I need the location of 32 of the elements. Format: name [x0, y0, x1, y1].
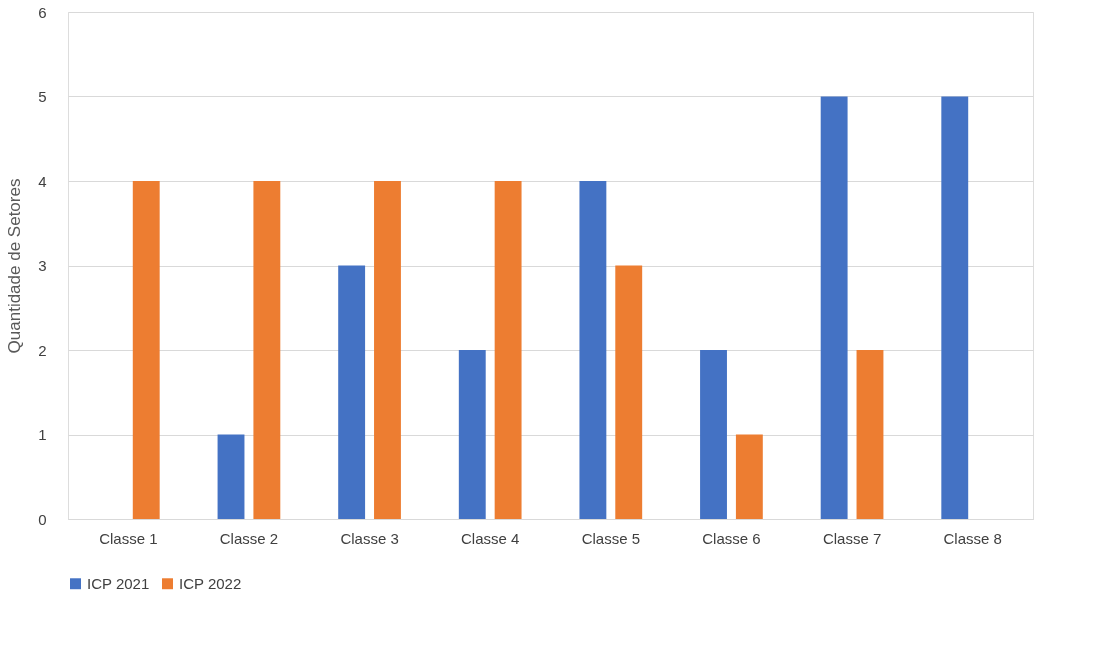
x-tick-label: Classe 8 — [943, 529, 1002, 547]
y-tick-label: 2 — [38, 341, 47, 359]
bar — [458, 350, 486, 519]
bar — [941, 96, 969, 519]
y-tick-label: 1 — [38, 426, 47, 443]
y-tick-label: 3 — [38, 257, 47, 274]
bar — [217, 434, 245, 519]
bar — [700, 350, 727, 519]
y-tick-label: 0 — [38, 510, 47, 528]
bar — [820, 96, 848, 519]
y-tick-label: 6 — [38, 3, 47, 21]
bar — [494, 181, 522, 519]
x-tick-label: Classe 2 — [219, 529, 279, 547]
bar — [132, 181, 160, 519]
x-tick-label: Classe 5 — [581, 529, 640, 547]
x-tick-label: Classe 4 — [461, 529, 520, 547]
legend-label: ICP 2021 — [87, 574, 150, 592]
y-tick-label: 5 — [38, 88, 47, 105]
x-tick-label: Classe 7 — [822, 529, 882, 547]
bar — [374, 181, 401, 519]
bar — [615, 265, 643, 519]
bar — [253, 181, 281, 519]
bar — [856, 350, 884, 519]
x-tick-label: Classe 3 — [340, 529, 399, 547]
y-axis-title: Quantidade de Setores — [5, 178, 25, 354]
bar — [579, 181, 607, 519]
x-tick-label: Classe 1 — [99, 529, 158, 547]
bar — [735, 434, 763, 519]
x-tick-label: Classe 6 — [702, 529, 761, 547]
legend-label: ICP 2022 — [179, 574, 242, 592]
bar — [338, 265, 366, 519]
y-tick-label: 4 — [38, 172, 47, 190]
